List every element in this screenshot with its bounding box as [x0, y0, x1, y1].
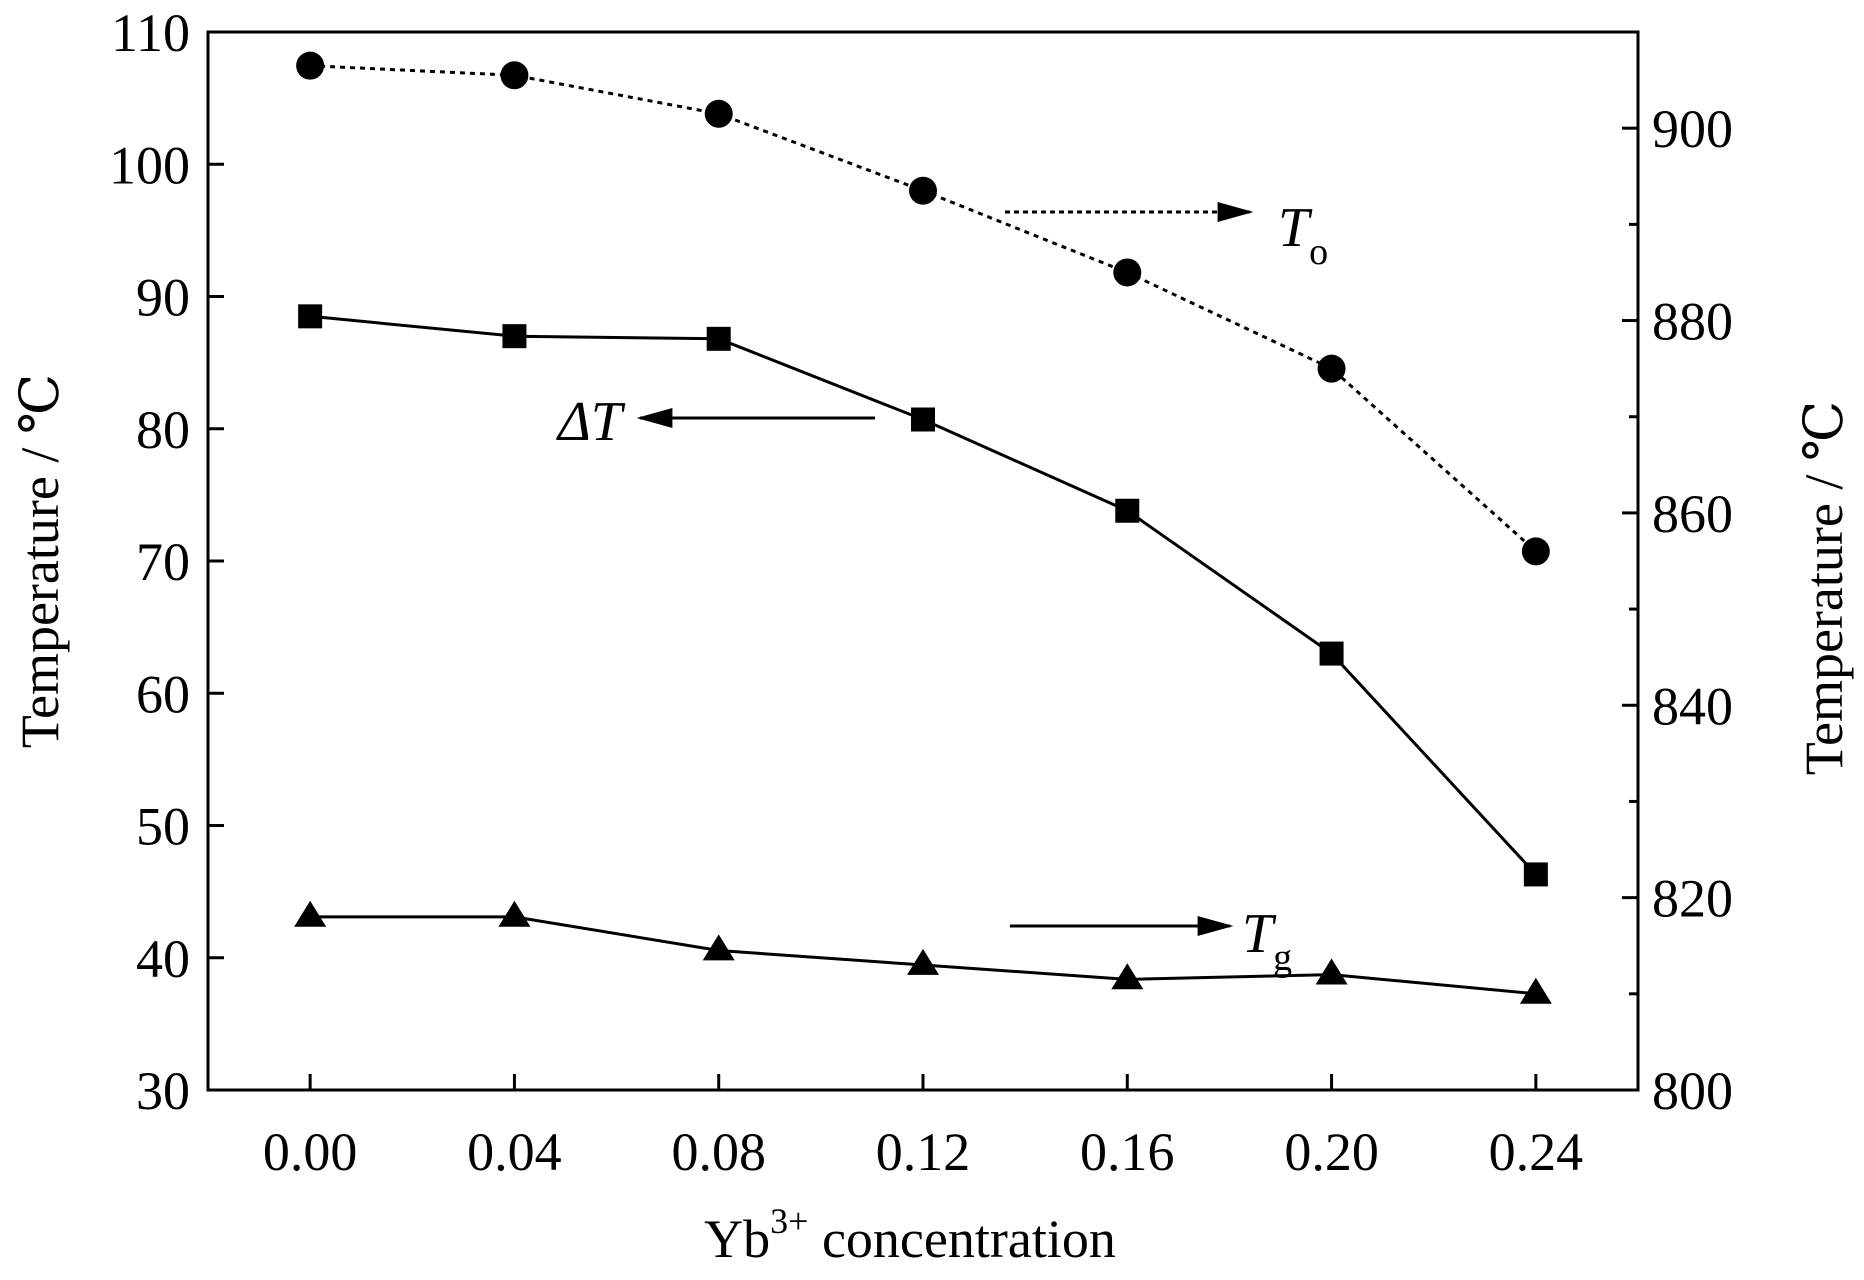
data-point-triangle	[702, 934, 735, 961]
series-label-t-glass: Tg	[1242, 903, 1292, 979]
data-point-square	[706, 326, 731, 351]
y-left-tick-label: 30	[136, 1061, 190, 1121]
x-tick-label: 0.12	[876, 1122, 971, 1182]
data-point-square	[502, 324, 527, 349]
y-left-tick-label: 60	[136, 664, 190, 724]
y-left-tick-label: 40	[136, 929, 190, 989]
data-point-triangle	[1315, 958, 1348, 985]
annotation-t-glass: Tg	[1010, 903, 1292, 979]
data-point-square	[298, 304, 323, 329]
series-lines	[309, 64, 1538, 996]
y-left-tick-label: 110	[111, 3, 190, 63]
data-point-triangle	[294, 900, 327, 927]
data-point-triangle	[1111, 963, 1144, 990]
y-left-tick-label: 90	[136, 268, 190, 328]
data-point-triangle	[907, 948, 939, 975]
data-point-triangle	[1519, 977, 1552, 1004]
data-point-square	[911, 407, 935, 432]
series-line-circle	[310, 64, 1537, 553]
x-tick-label: 0.00	[263, 1122, 358, 1182]
x-tick-label: 0.20	[1284, 1122, 1379, 1182]
x-tick-label: 0.16	[1080, 1122, 1175, 1182]
data-point-square	[1319, 641, 1344, 666]
data-point-circle	[500, 61, 529, 90]
series-markers	[294, 51, 1552, 1004]
y-right-axis-ticks: 800 820 840 860 880 900	[1622, 99, 1733, 1121]
y-right-tick-label: 820	[1652, 869, 1733, 929]
data-point-circle	[1113, 258, 1142, 287]
series-label-t-onset: To	[1278, 197, 1328, 273]
y-left-tick-label: 50	[136, 797, 190, 857]
data-point-circle	[909, 176, 937, 205]
x-tick-label: 0.04	[467, 1122, 562, 1182]
x-axis-title: Yb3+ concentration	[704, 1201, 1116, 1269]
x-tick-label: 0.24	[1489, 1122, 1584, 1182]
data-point-square	[1523, 862, 1548, 887]
series-line-square	[309, 314, 1538, 876]
y-right-tick-label: 880	[1652, 292, 1733, 352]
y-left-axis-title: Temperature / ℃	[10, 374, 70, 748]
data-point-circle	[296, 51, 325, 80]
y-right-axis-title: Temperature / ℃	[1794, 401, 1854, 775]
y-right-tick-label: 900	[1652, 99, 1733, 159]
y-right-tick-label: 860	[1652, 484, 1733, 544]
y-right-tick-label: 800	[1652, 1061, 1733, 1121]
data-point-triangle	[498, 900, 531, 927]
y-left-axis-ticks: 30 40 50 60 70 80 90 100 110	[109, 3, 224, 1121]
data-point-square	[1115, 498, 1140, 523]
y-left-tick-label: 80	[136, 400, 190, 460]
y-right-tick-label: 840	[1652, 676, 1733, 736]
annotation-t-onset: To	[1005, 197, 1328, 273]
y-left-tick-label: 70	[136, 532, 190, 592]
y-left-tick-label: 100	[109, 135, 190, 195]
data-point-circle	[1317, 354, 1346, 383]
series-label-delta-t: ΔT	[556, 391, 626, 453]
data-point-circle	[1521, 537, 1550, 566]
x-tick-label: 0.08	[671, 1122, 766, 1182]
data-point-circle	[704, 99, 733, 128]
x-axis-ticks: 0.00 0.04 0.08 0.12 0.16 0.20 0.24	[263, 1074, 1583, 1182]
annotation-delta-t: ΔT	[556, 391, 875, 453]
